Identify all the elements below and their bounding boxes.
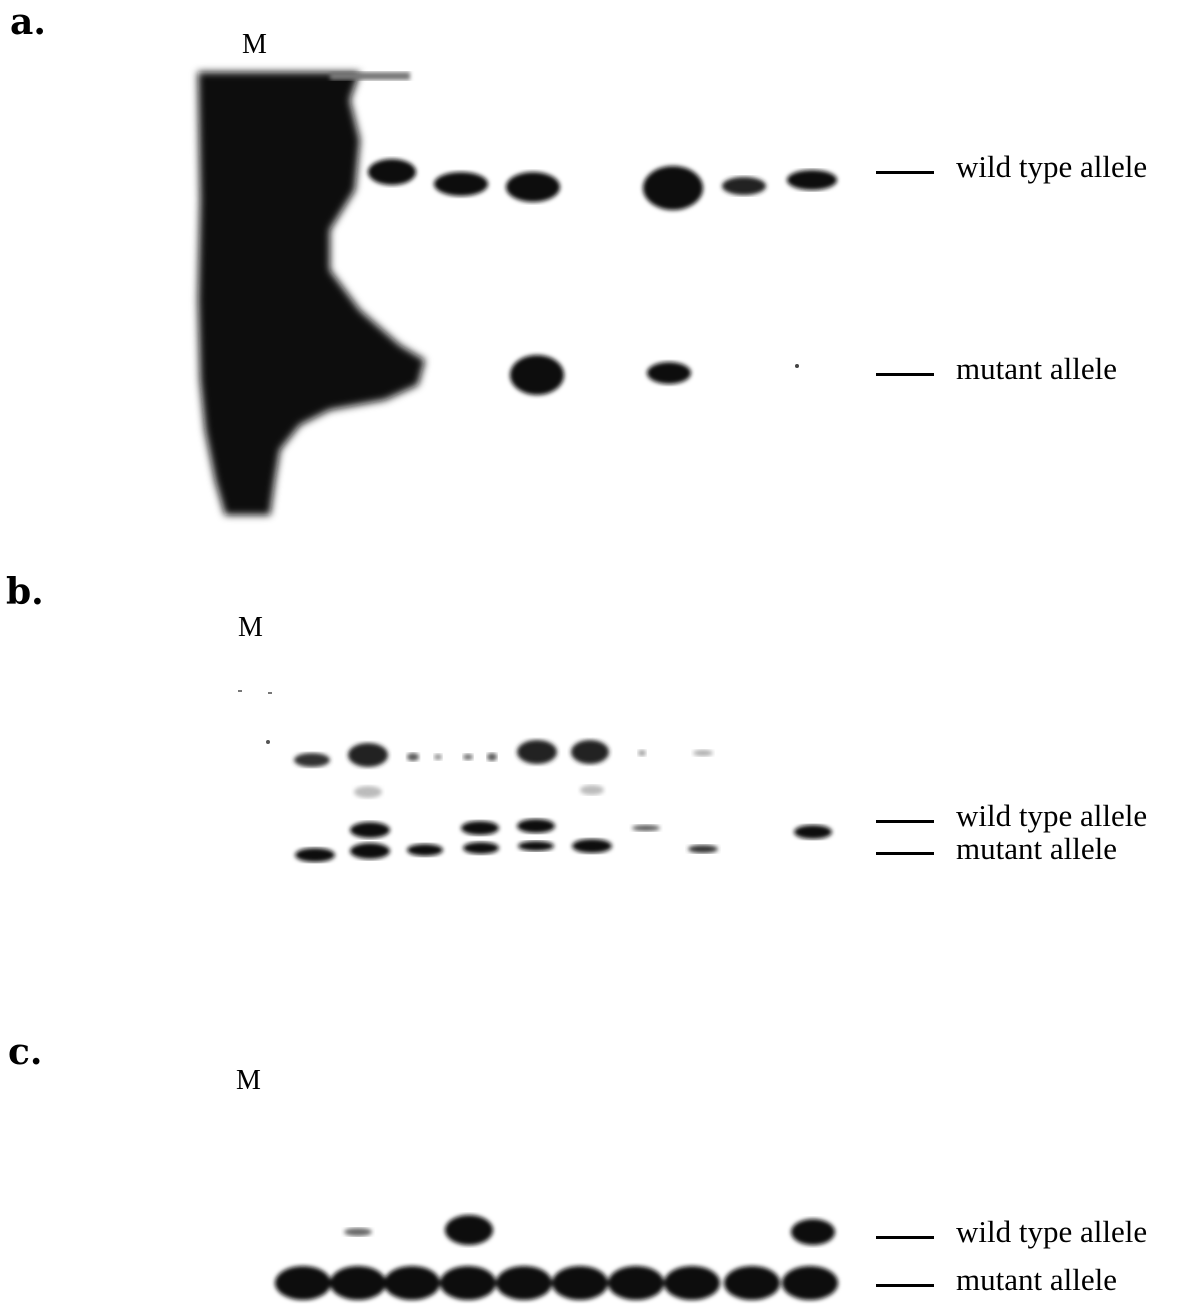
gel-b-band: [407, 844, 443, 856]
gel-a: [198, 72, 837, 515]
panel-a-marker-label: M: [242, 29, 267, 60]
gel-a-band: [434, 172, 488, 196]
panel-c-wildtype-label: wild type allele: [956, 1214, 1148, 1249]
gel-a-band: [643, 166, 703, 210]
gel-c-band: [445, 1215, 493, 1245]
gel-b-band: [350, 822, 390, 838]
panel-c-letter: c.: [8, 1031, 43, 1073]
gel-b-band: [461, 821, 499, 835]
gel-c-band: [664, 1266, 720, 1300]
gel-a-marker-smear: [198, 72, 425, 515]
gel-c-band: [552, 1266, 608, 1300]
panel-b-letter: b.: [6, 571, 44, 613]
panel-a-mutant-label: mutant allele: [956, 351, 1117, 386]
gel-b-band: [518, 841, 554, 851]
gel-c-band: [440, 1266, 496, 1300]
panel-a-mutant-tick: [876, 373, 934, 376]
panel-c-marker-label: M: [236, 1065, 261, 1096]
gel-b-band: [517, 740, 557, 764]
panel-c-mutant-label: mutant allele: [956, 1262, 1117, 1297]
gel-b-band: [571, 740, 609, 764]
panel-b-marker-label: M: [238, 612, 263, 643]
gel-b: [238, 690, 832, 862]
panel-c-wildtype-tick: [876, 1236, 934, 1239]
panel-a-letter: a.: [10, 1, 46, 43]
gel-b-band: [350, 843, 390, 859]
gel-b-band: [348, 743, 388, 767]
panel-c-mutant-tick: [876, 1284, 934, 1287]
gel-c: [275, 1215, 838, 1300]
gel-b-band: [572, 839, 612, 853]
gel-b-band: [295, 848, 335, 862]
gel-a-band: [510, 355, 564, 395]
panel-b-mutant-label: mutant allele: [956, 831, 1117, 866]
gel-c-band: [782, 1266, 838, 1300]
gel-a-band: [722, 177, 766, 195]
panel-a-wildtype-label: wild type allele: [956, 149, 1148, 184]
panel-a-wildtype-tick: [876, 171, 934, 174]
gel-b-band: [463, 842, 499, 854]
gel-c-band: [275, 1266, 331, 1300]
gel-a-band: [647, 362, 691, 384]
panel-b-wildtype-tick: [876, 820, 934, 823]
gel-c-band: [384, 1266, 440, 1300]
gel-b-band: [794, 825, 832, 839]
gel-c-band: [330, 1266, 386, 1300]
gel-c-band: [724, 1266, 780, 1300]
gel-c-band: [791, 1219, 835, 1245]
gel-a-band: [787, 170, 837, 190]
panel-b-mutant-tick: [876, 852, 934, 855]
gel-a-band: [506, 172, 560, 202]
gel-b-band: [517, 819, 555, 833]
gel-c-band: [608, 1266, 664, 1300]
gel-b-band: [294, 753, 330, 767]
panel-b-wildtype-label: wild type allele: [956, 798, 1148, 833]
gel-c-band: [496, 1266, 552, 1300]
gel-a-band: [368, 159, 416, 185]
